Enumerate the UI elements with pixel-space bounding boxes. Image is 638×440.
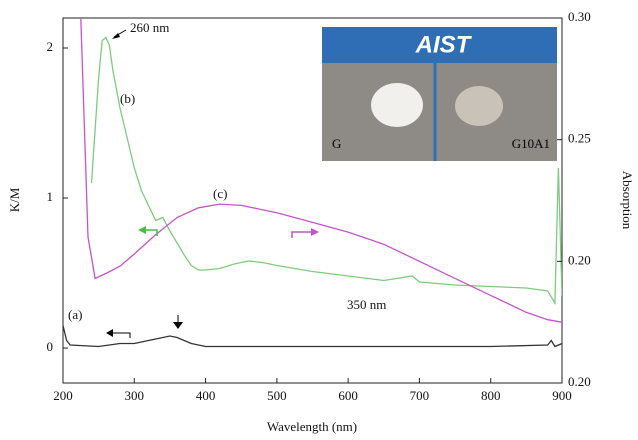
x-tick-label: 600 <box>338 388 358 403</box>
y2-tick-label: 0.20 <box>568 374 591 389</box>
axis-arrow <box>292 232 312 238</box>
arrow-head <box>138 226 146 234</box>
axis-arrow <box>112 333 130 338</box>
series-line <box>63 326 562 347</box>
x-tick-label: 200 <box>53 388 73 403</box>
powder-g <box>371 83 423 127</box>
y2-tick-label: 0.25 <box>568 131 591 146</box>
x-tick-label: 900 <box>552 388 572 403</box>
x-tick-label: 300 <box>125 388 145 403</box>
sample-label: G10A1 <box>512 136 550 151</box>
y2-tick-label: 0.30 <box>568 9 591 24</box>
chart: AIST G G10A1 260 nm 350 nm (a) (b) (c) W… <box>0 0 638 440</box>
x-tick-label: 700 <box>410 388 430 403</box>
x-tick-label: 400 <box>196 388 216 403</box>
annotation: 260 nm <box>130 20 169 35</box>
y2-axis-title: Absorption <box>620 171 635 230</box>
x-axis-title: Wavelength (nm) <box>267 419 357 434</box>
y-tick-label: 0 <box>47 339 54 354</box>
arrow-head <box>106 329 113 337</box>
sample-label: G <box>332 136 341 151</box>
x-tick-label: 500 <box>267 388 287 403</box>
y-tick-label: 1 <box>47 189 54 204</box>
logo: AIST <box>415 31 473 58</box>
powder-g10a1 <box>455 86 503 126</box>
y2-tick-label: 0.20 <box>568 252 591 267</box>
annotation: (b) <box>120 91 135 106</box>
y-tick-label: 2 <box>47 39 54 54</box>
arrow-head <box>311 228 319 236</box>
arrow-head <box>173 322 183 329</box>
x-tick-label: 800 <box>481 388 501 403</box>
annotation: (c) <box>213 186 227 201</box>
inset-photo: AIST G G10A1 <box>322 27 557 161</box>
y-axis-title: K/M <box>7 187 22 212</box>
annotation: (a) <box>68 307 82 322</box>
annotation: 350 nm <box>347 297 386 312</box>
